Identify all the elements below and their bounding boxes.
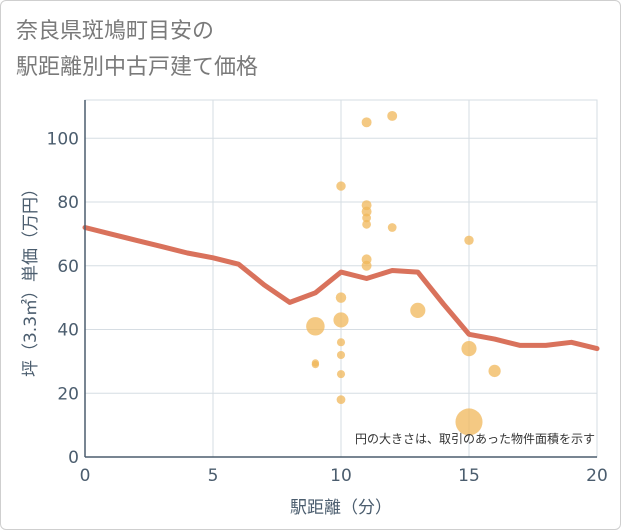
y-tick-label-3: 60 (57, 257, 79, 277)
chart-title-line-2: 駅距離別中古戸建て価格 (16, 55, 259, 80)
x-axis-title: 駅距離（分） (290, 498, 392, 518)
chart-title-line-1: 奈良県斑鳩町目安の (16, 19, 215, 44)
x-tick-label-4: 20 (586, 466, 608, 486)
bubble-12 (361, 206, 372, 217)
x-tick-label-2: 10 (330, 466, 352, 486)
bubble-23 (488, 364, 501, 378)
bubble-20 (464, 235, 474, 245)
bubble-5 (333, 312, 349, 328)
x-tick-label-1: 5 (208, 466, 219, 486)
bubble-10 (361, 117, 372, 128)
size-annotation: 円の大きさは、取引のあった物件面積を示す (355, 431, 595, 446)
bubble-series (306, 110, 501, 436)
bubble-4 (335, 292, 347, 303)
chart-title: 奈良県斑鳩町目安の 駅距離別中古戸建て価格 (16, 14, 258, 86)
bubble-3 (336, 181, 346, 191)
y-tick-label-0: 0 (68, 448, 79, 468)
bubble-7 (336, 350, 346, 360)
y-tick-label-2: 40 (57, 321, 79, 341)
bubble-19 (410, 302, 426, 318)
y-tick-label-4: 80 (57, 193, 79, 213)
x-tick-label-3: 15 (458, 466, 480, 486)
bubble-22 (455, 408, 483, 436)
grid-lines (84, 99, 598, 458)
bubble-17 (387, 110, 398, 121)
bubble-0 (306, 317, 325, 336)
axes (84, 100, 597, 458)
trend-line (82, 225, 600, 352)
bubble-14 (362, 219, 371, 229)
bubble-16 (361, 260, 372, 271)
bubble-21 (461, 341, 477, 357)
bubble-18 (387, 223, 397, 232)
bubble-9 (336, 395, 346, 405)
bubble-2 (311, 359, 320, 367)
bubble-8 (336, 370, 346, 379)
y-tick-label-5: 100 (47, 129, 79, 149)
y-axis-title: 坪（3.3㎡）単価（万円） (21, 180, 41, 377)
bubble-6 (336, 338, 346, 347)
bubble-13 (362, 213, 371, 223)
tick-labels: 0 5 10 15 20 0 20 40 60 80 100 (47, 129, 608, 486)
y-tick-label-1: 20 (57, 384, 79, 404)
x-tick-label-0: 0 (80, 466, 91, 486)
